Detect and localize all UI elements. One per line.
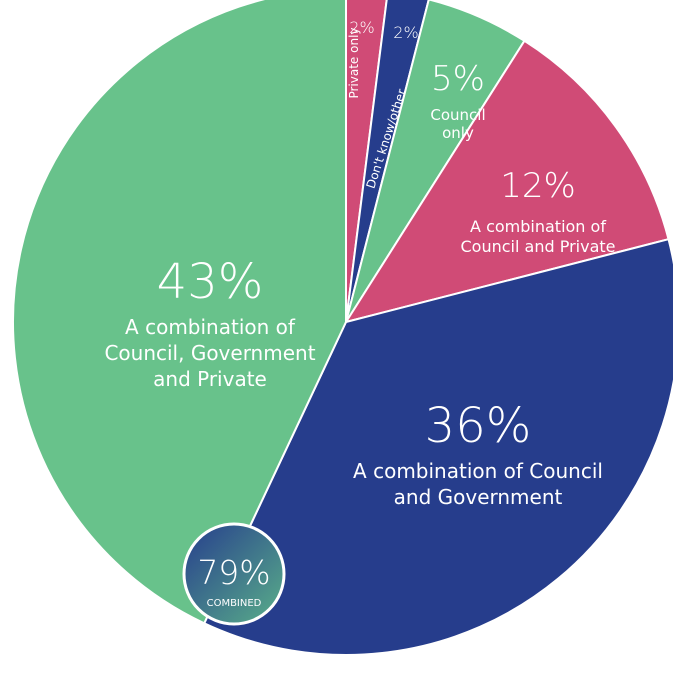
slice-value-label: 36% — [425, 398, 532, 454]
slice-category-label: Private only — [347, 27, 361, 98]
slice-category-label: A combination of Council, Government and P… — [104, 315, 315, 391]
slice-value-label: 2% — [393, 23, 418, 42]
slice-value-label: 2% — [349, 18, 374, 37]
slice-category-label: A combination of Council and Government — [353, 459, 603, 509]
pie-slice-a-combination-of-council-government-and-private — [12, 0, 347, 625]
slice-category-label: Council only — [430, 106, 485, 142]
combined-callout-value: 79% — [197, 553, 270, 592]
slice-value-label: 5% — [431, 59, 485, 99]
combined-callout-label: COMBINED — [207, 598, 262, 609]
pie-slice-a-combination-of-council-and-government — [202, 237, 673, 656]
slice-value-label: 43% — [157, 254, 264, 310]
combined-callout: 79% COMBINED — [182, 522, 286, 626]
combined-callout-badge — [182, 522, 286, 626]
pie-slice-a-combination-of-council-and-private — [343, 39, 670, 324]
slice-category-label: A combination of Council and Private — [461, 217, 616, 256]
slice-value-label: 12% — [500, 166, 576, 206]
